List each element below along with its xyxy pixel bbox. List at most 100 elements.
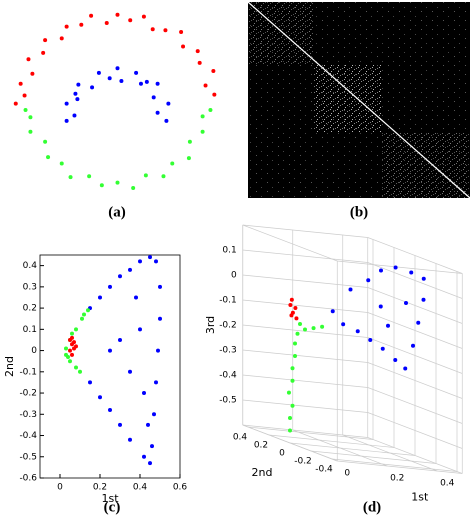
point [115, 12, 120, 17]
point [200, 114, 205, 119]
point [404, 301, 408, 305]
point [286, 390, 291, 395]
y-tick-label: 0 [31, 346, 37, 356]
point [380, 346, 385, 351]
point [68, 359, 72, 364]
x-axis-label: 1st [411, 490, 429, 503]
point [59, 161, 64, 166]
panel-label: (b) [350, 204, 368, 220]
grid-line [242, 374, 368, 388]
box-edge [242, 224, 338, 262]
point [89, 13, 94, 18]
grid-line [242, 424, 338, 462]
y-tick-label: 0.4 [233, 433, 248, 443]
point [411, 343, 415, 348]
point [99, 183, 104, 188]
z-tick-label: -0.2 [219, 321, 237, 331]
y-tick-label: 0.3 [23, 282, 37, 292]
point [320, 324, 325, 329]
point [144, 79, 149, 84]
point [118, 422, 122, 427]
point [70, 352, 74, 357]
point [288, 302, 293, 307]
point [179, 30, 184, 35]
point [134, 70, 139, 75]
point [46, 155, 51, 160]
point [98, 395, 102, 400]
z-tick-label: -0.4 [219, 371, 237, 381]
point [379, 268, 383, 273]
point [187, 139, 192, 144]
point [128, 18, 133, 23]
point [86, 308, 90, 313]
box-edge [242, 224, 368, 238]
grid-line [342, 434, 438, 472]
point [108, 408, 112, 413]
z-tick-label: -0.3 [219, 346, 237, 356]
point [28, 129, 33, 134]
point [151, 95, 156, 100]
point [393, 265, 398, 270]
z-tick-label: 0 [231, 271, 237, 281]
point [163, 28, 168, 33]
point [164, 118, 169, 123]
point [154, 259, 158, 264]
point [355, 329, 360, 334]
point [118, 337, 122, 342]
box-edge [242, 424, 368, 438]
point [98, 295, 102, 300]
point [64, 346, 68, 351]
point [295, 331, 300, 336]
point [118, 274, 122, 279]
z-tick-label: 0.1 [222, 246, 236, 256]
point [421, 276, 426, 281]
y-tick-label: -0.3 [19, 410, 37, 420]
grid-line [310, 450, 437, 464]
point [108, 348, 112, 353]
box-edge [337, 460, 463, 474]
point [378, 304, 383, 309]
point [76, 82, 81, 87]
point [288, 428, 292, 433]
point [74, 344, 78, 349]
point [200, 129, 205, 134]
point [294, 316, 299, 321]
point [107, 76, 112, 81]
x-tick-label: 0 [344, 469, 350, 479]
point [64, 24, 69, 29]
point [208, 108, 213, 113]
point [166, 101, 171, 106]
point [74, 365, 78, 370]
point [348, 287, 353, 292]
point [143, 173, 148, 178]
x-tick-label: 0.6 [173, 483, 188, 493]
point [195, 49, 200, 54]
point [289, 313, 294, 318]
point [96, 70, 101, 75]
point [211, 69, 216, 74]
panel-label: (d) [363, 499, 381, 515]
x-tick-label: 0.4 [440, 479, 455, 489]
point [13, 101, 18, 106]
point [43, 38, 48, 43]
point [311, 326, 316, 331]
y-tick-label: 0.2 [254, 441, 268, 451]
point [68, 348, 72, 353]
point [142, 454, 146, 459]
point [155, 81, 160, 86]
point [138, 327, 142, 332]
z-axis-label: 3rd [204, 316, 217, 334]
grid-line [268, 434, 395, 448]
grid-line [247, 426, 374, 440]
x-tick-label: 0.2 [390, 474, 404, 484]
point [141, 14, 146, 19]
y-tick-label: -0.5 [19, 452, 37, 462]
point [59, 36, 64, 41]
y-tick-label: -0.2 [19, 389, 37, 399]
point [197, 60, 202, 65]
point [386, 323, 390, 328]
point [155, 110, 160, 115]
point [70, 335, 74, 340]
grid-line [242, 299, 368, 313]
